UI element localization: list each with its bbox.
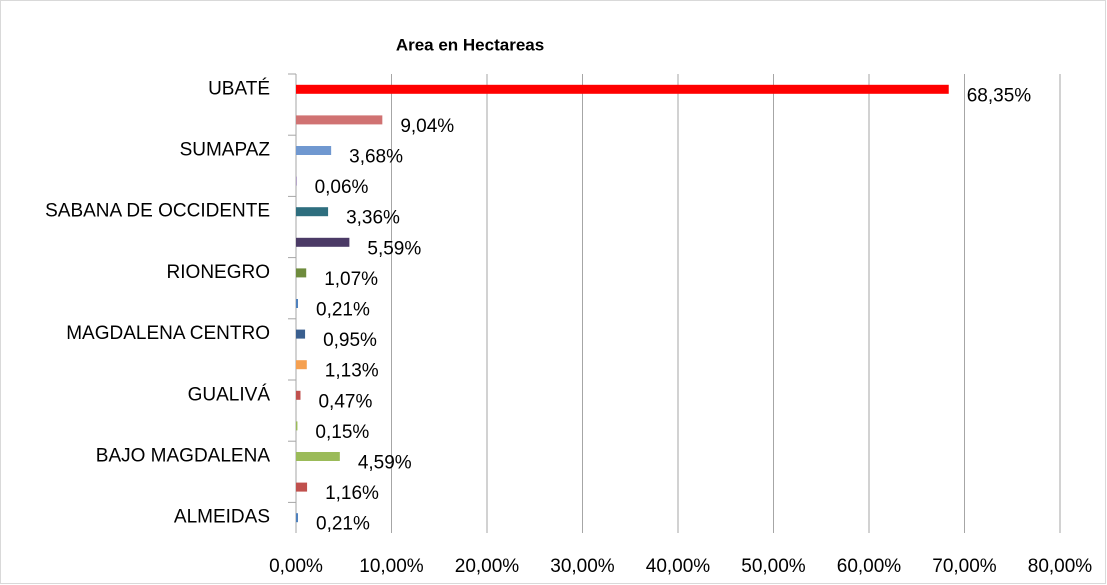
- y-tick-label: ALMEIDAS: [174, 507, 270, 528]
- data-label: 0,47%: [318, 391, 372, 412]
- y-tick-label: MAGDALENA CENTRO: [66, 323, 270, 344]
- x-tick-label: 30,00%: [550, 556, 615, 577]
- data-label: 68,35%: [967, 85, 1032, 106]
- data-label: 0,21%: [316, 514, 370, 535]
- bar: [296, 421, 298, 431]
- data-label: 9,04%: [400, 116, 454, 137]
- y-tick-label: SABANA DE OCCIDENTE: [45, 201, 270, 222]
- y-tick-label: GUALIVÁ: [188, 384, 271, 405]
- bar: [296, 146, 332, 155]
- data-label: 0,21%: [316, 300, 370, 321]
- data-label: 3,36%: [346, 208, 400, 229]
- data-label: 3,68%: [349, 147, 403, 168]
- y-tick-label: UBATÉ: [208, 78, 270, 99]
- bar: [296, 482, 308, 492]
- y-tick-label: RIONEGRO: [167, 262, 270, 283]
- bar: [296, 360, 307, 370]
- x-tick-label: 10,00%: [359, 556, 424, 577]
- bar: [296, 115, 383, 125]
- bar: [296, 329, 306, 339]
- data-label: 0,15%: [315, 422, 369, 443]
- x-tick-label: 0,00%: [269, 556, 323, 577]
- data-label: 1,13%: [325, 361, 379, 382]
- data-label: 5,59%: [367, 238, 421, 259]
- y-tick-label: SUMAPAZ: [180, 140, 271, 161]
- x-tick-label: 20,00%: [455, 556, 520, 577]
- data-label: 0,95%: [323, 330, 377, 351]
- bar: [296, 207, 329, 217]
- x-tick-label: 80,00%: [1028, 556, 1093, 577]
- data-label: 0,06%: [315, 177, 369, 198]
- data-label: 1,16%: [325, 483, 379, 504]
- bar: [296, 176, 297, 186]
- y-tick-label: BAJO MAGDALENA: [96, 446, 271, 467]
- data-label: 4,59%: [358, 453, 412, 474]
- x-tick-label: 60,00%: [837, 556, 902, 577]
- bar: [296, 452, 340, 461]
- bar: [296, 237, 350, 247]
- bar: [296, 84, 949, 94]
- bar: [296, 513, 299, 523]
- data-label: 1,07%: [324, 269, 378, 290]
- chart-title: Area en Hectareas: [396, 35, 544, 54]
- x-tick-label: 50,00%: [741, 556, 806, 577]
- x-tick-label: 70,00%: [932, 556, 997, 577]
- bar: [296, 390, 301, 400]
- x-tick-label: 40,00%: [646, 556, 711, 577]
- bar: [296, 299, 299, 308]
- bar: [296, 268, 307, 278]
